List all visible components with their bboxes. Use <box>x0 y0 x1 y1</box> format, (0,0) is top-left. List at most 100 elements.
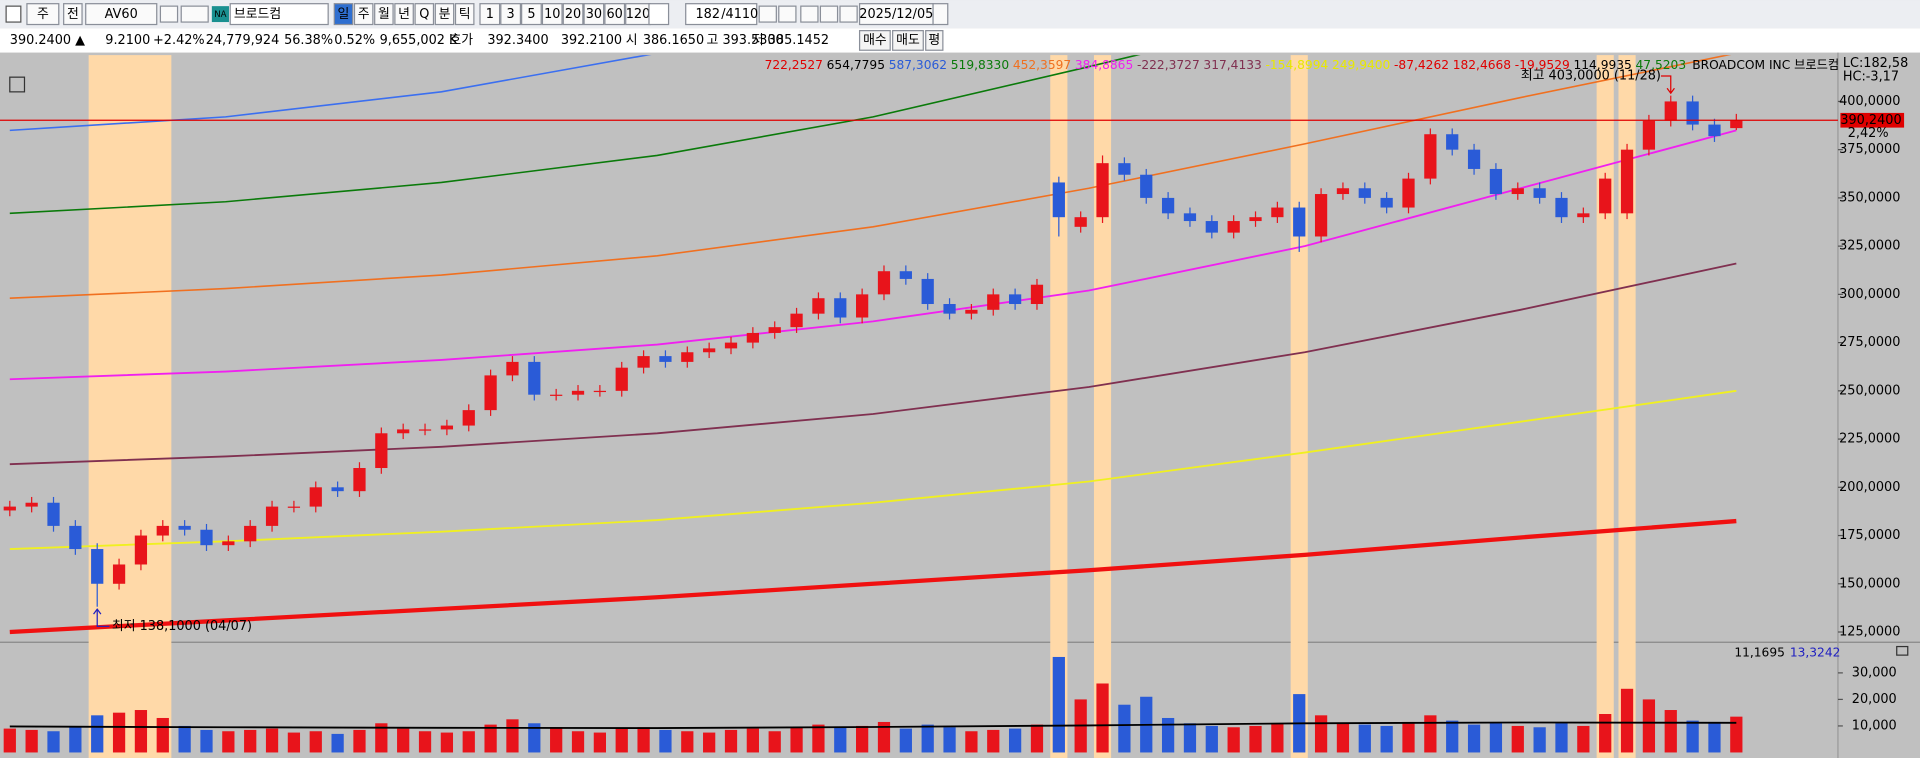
count-button-box[interactable] <box>562 3 584 26</box>
trade-button[interactable]: 평 <box>928 33 940 48</box>
candle-body <box>25 502 38 507</box>
moving-average <box>9 55 651 132</box>
trade-button[interactable]: 매수 <box>863 33 887 48</box>
count-button[interactable]: 30 <box>586 7 602 22</box>
candle-body <box>178 525 191 530</box>
volume-bar <box>1183 723 1197 753</box>
settings-icon[interactable] <box>9 76 26 93</box>
candle-body <box>1074 217 1087 227</box>
candle-body <box>746 332 759 343</box>
volume-tick-label: 20,000 <box>1852 692 1897 707</box>
volume-bar <box>571 731 585 753</box>
stock-input[interactable] <box>229 3 329 26</box>
count-button[interactable]: 3 <box>507 7 515 22</box>
icon[interactable] <box>5 5 22 23</box>
count-input[interactable] <box>648 3 670 26</box>
interval-button[interactable]: 월 <box>378 7 390 22</box>
volume-bar <box>724 729 738 753</box>
count-button[interactable]: 60 <box>607 7 623 22</box>
count-button[interactable]: 1 <box>486 7 494 22</box>
period-select[interactable]: 주 <box>37 7 49 22</box>
panel-icon[interactable] <box>1896 645 1909 656</box>
interval-button-box[interactable] <box>374 3 394 26</box>
count-button-box[interactable] <box>521 3 542 26</box>
candle-body <box>397 429 410 434</box>
volume-bar <box>1271 723 1284 753</box>
volume-bar <box>1620 688 1634 753</box>
search-icon[interactable] <box>159 5 179 23</box>
count-button[interactable]: 10 <box>544 7 560 22</box>
date-input[interactable]: 2025/12/05 <box>859 7 933 22</box>
volume-bar <box>1227 727 1240 753</box>
count-button-box[interactable] <box>479 3 501 26</box>
interval-button[interactable]: 년 <box>398 7 410 22</box>
plot <box>3 55 1743 635</box>
total[interactable]: /4110 <box>721 7 758 22</box>
interval-button-box[interactable] <box>454 3 475 26</box>
count-button-box[interactable] <box>604 3 626 26</box>
interval-button-box[interactable] <box>434 3 455 26</box>
candle-body <box>1599 178 1612 214</box>
interval-button[interactable]: 주 <box>358 7 370 22</box>
count-button-box[interactable] <box>541 3 563 26</box>
info-value: 24,779,924 <box>206 33 280 48</box>
volume-bar <box>550 727 563 753</box>
count-button[interactable]: 20 <box>565 7 581 22</box>
prev-button[interactable]: 전 <box>67 7 79 22</box>
y-tick-label: 200,0000 <box>1839 480 1900 495</box>
candle-body <box>1730 120 1743 129</box>
volume-bar <box>1489 723 1503 753</box>
prev-button-box[interactable] <box>63 3 83 26</box>
candle-body <box>768 327 781 333</box>
tool-icon[interactable] <box>758 5 777 23</box>
period-select-box[interactable] <box>26 3 60 26</box>
indicator-input[interactable]: AV60 <box>105 7 138 22</box>
last-price-box <box>1840 112 1905 128</box>
interval-button[interactable]: 틱 <box>459 7 471 22</box>
bars-box[interactable] <box>685 3 758 26</box>
tool-icon[interactable] <box>819 5 839 23</box>
interval-button[interactable]: 일 <box>338 7 350 22</box>
count-button[interactable]: 120 <box>626 7 651 22</box>
candle-body <box>1227 221 1240 233</box>
badge-box[interactable] <box>211 6 229 23</box>
legend: 722,2527 654,7795 587,3062 519,8330 452,3597… <box>765 57 1840 71</box>
interval-button[interactable]: 분 <box>439 7 451 22</box>
stock-name[interactable]: 브로드컴 <box>234 7 281 22</box>
candle-body <box>1293 207 1306 237</box>
trade-button-box[interactable] <box>858 30 891 51</box>
candle-body <box>112 564 126 584</box>
trade-button-box[interactable] <box>925 30 944 51</box>
interval-button[interactable]: Q <box>419 7 429 22</box>
sound-icon[interactable] <box>180 5 209 23</box>
hc-label: HC:-3,17 <box>1843 70 1899 85</box>
trade-button[interactable]: 매도 <box>896 33 920 48</box>
candle-body <box>309 487 322 507</box>
candle-body <box>1358 188 1371 198</box>
candle-body <box>1424 134 1437 179</box>
candle-body <box>69 525 82 550</box>
trade-button-box[interactable] <box>892 30 924 51</box>
count-button[interactable]: 5 <box>527 7 535 22</box>
info-value: +2.42% <box>153 33 205 48</box>
volume-bar <box>528 723 541 753</box>
date-drop[interactable] <box>932 3 949 26</box>
bars[interactable]: 182 <box>695 7 720 22</box>
count-button-box[interactable] <box>583 3 605 26</box>
volume-bar <box>1686 720 1699 753</box>
tool-icon[interactable] <box>800 5 819 23</box>
indicator-input-box[interactable] <box>85 3 158 26</box>
tool-icon[interactable] <box>839 5 858 23</box>
count-button-box[interactable] <box>500 3 522 26</box>
candle-body <box>856 294 869 318</box>
interval-button-box[interactable] <box>333 3 354 26</box>
interval-button-box[interactable] <box>394 3 414 26</box>
candle-body <box>47 502 60 526</box>
interval-button-box[interactable] <box>353 3 374 26</box>
interval-button-box[interactable] <box>414 3 435 26</box>
info-value: 56.38% <box>284 33 333 48</box>
volume-bar <box>265 728 279 753</box>
badge[interactable]: NA <box>214 10 226 20</box>
tool-icon[interactable] <box>778 5 797 23</box>
